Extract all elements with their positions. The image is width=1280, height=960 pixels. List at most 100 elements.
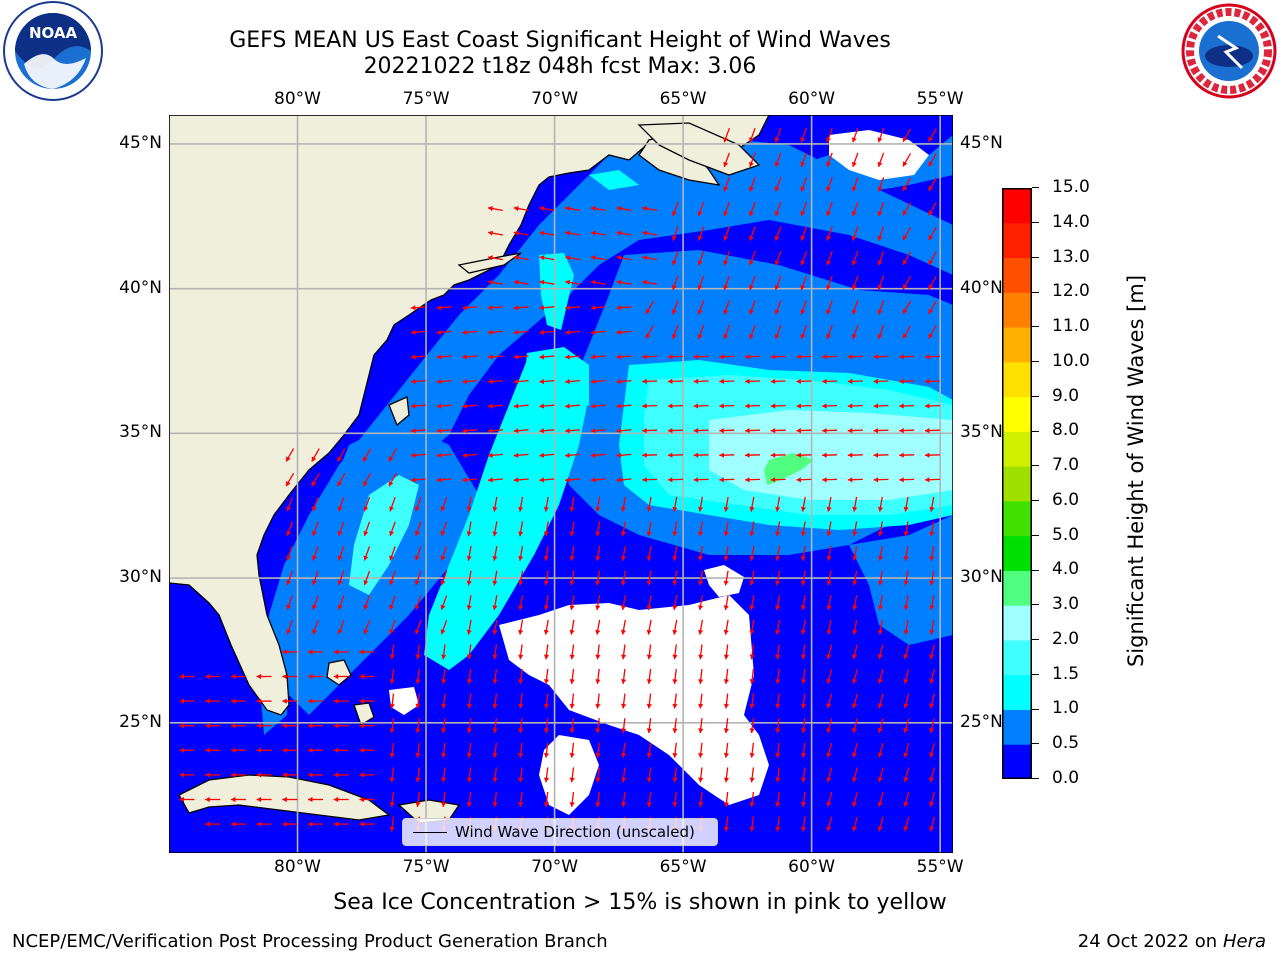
wave-arrow-532 [518,718,524,734]
wave-arrow-453 [801,644,807,660]
wave-arrow-448 [672,644,678,660]
wave-arrow-555 [333,747,349,753]
wave-arrow-455 [852,644,858,660]
wave-arrow-10 [749,152,756,168]
wave-arrow-129 [645,325,654,339]
wave-arrow-477 [646,668,652,684]
colorbar-segment-5 [1002,570,1032,606]
wave-arrow-5 [851,127,859,143]
wave-arrow-101 [462,305,478,311]
wave-arrow-474 [569,668,575,684]
wave-arrow-511 [749,693,755,709]
x-tick-top-3: 65°W [659,89,707,109]
wave-arrow-428 [826,619,832,635]
wave-arrow-144 [487,354,503,360]
wave-arrow-243 [744,452,761,458]
wave-arrow-610 [205,796,221,803]
wave-arrow-401 [800,595,806,611]
wave-arrow-283 [440,496,448,512]
wave-arrow-179 [847,378,863,384]
colorbar-segment-7 [1002,500,1032,537]
wave-arrow-417 [543,619,549,635]
wave-arrow-554 [308,747,323,753]
wave-arrow-591 [492,767,498,783]
wave-arrow-486 [877,669,884,684]
wave-arrow-63 [487,255,503,261]
wave-arrow-446 [621,644,627,660]
wave-arrow-215 [693,428,709,434]
wave-arrow-538 [672,718,678,734]
wave-arrow-134 [774,324,782,340]
wave-arrow-502 [518,693,524,709]
wave-arrow-499 [441,693,447,709]
colorbar-tick-mark-4 [1032,639,1039,641]
wave-arrow-585 [333,772,349,778]
wave-arrow-318 [672,521,678,537]
wave-arrow-534 [569,718,575,734]
wave-arrow-205 [436,428,452,434]
wave-arrow-163 [436,378,452,385]
wave-arrow-282 [414,496,422,512]
colorbar-tick-mark-3 [1032,673,1039,675]
wave-arrow-663 [826,816,833,832]
wave-arrow-379 [903,570,909,586]
wave-arrow-457 [903,644,910,660]
wave-arrow-602 [775,767,781,783]
wave-arrow-393 [595,595,601,611]
colorbar-segment-15 [1002,222,1032,259]
wave-arrow-218 [770,428,786,434]
wave-arrow-488 [929,669,936,684]
wave-arrow-167 [539,378,555,385]
wave-arrow-68 [616,255,632,261]
colorbar-tick-0: 0.0 [1052,768,1080,788]
wave-arrow-470 [466,668,472,684]
wave-arrow-638 [929,792,936,807]
wave-arrow-336 [466,545,472,561]
wave-arrow-41 [851,201,859,217]
wave-arrow-549 [179,747,195,753]
wave-arrow-25 [902,177,912,192]
wave-arrow-91 [749,275,756,291]
wave-arrow-111 [723,300,731,315]
wave-arrow-221 [847,428,863,434]
wave-arrow-613 [282,796,298,803]
x-tick-bottom-0: 80°W [274,857,321,877]
wave-arrow-642 [282,821,298,827]
wave-arrow-599 [698,767,704,783]
wave-arrow-636 [877,792,884,807]
wave-arrow-623 [543,791,550,807]
wave-arrow-577 [903,742,910,758]
wave-arrow-601 [749,767,755,783]
footer-date-text: 24 Oct 2022 on [1077,931,1218,952]
wave-arrow-550 [205,747,221,753]
wave-arrow-386 [414,595,422,610]
wave-arrow-328 [929,521,935,537]
wave-arrow-256 [410,477,426,483]
wave-arrow-483 [801,668,807,684]
wave-arrow-181 [899,378,915,384]
wave-arrow-471 [492,668,498,684]
wave-arrow-310 [466,521,472,537]
wave-arrow-625 [595,791,601,807]
wave-arrow-494 [308,698,323,704]
wave-arrow-558 [415,742,421,758]
wave-arrow-108 [645,300,654,315]
colorbar-segment-13 [1002,292,1032,328]
wave-arrow-437 [389,644,395,660]
wave-arrow-542 [775,718,781,734]
wave-arrow-246 [822,452,838,458]
wave-arrow-182 [924,378,940,384]
wave-arrow-381 [286,595,294,610]
wave-arrow-359 [389,570,396,586]
wave-arrow-100 [436,305,452,311]
colorbar [1002,188,1032,779]
wave-arrow-272 [822,477,838,483]
wave-arrow-375 [800,570,806,586]
wave-arrow-278 [312,496,319,512]
wave-arrow-191 [616,403,632,409]
wave-arrow-441 [492,644,498,660]
wave-arrow-572 [775,742,781,758]
wave-arrow-289 [595,496,601,512]
noaa-logo: NOAA [3,1,103,101]
wave-arrow-73 [749,250,756,266]
